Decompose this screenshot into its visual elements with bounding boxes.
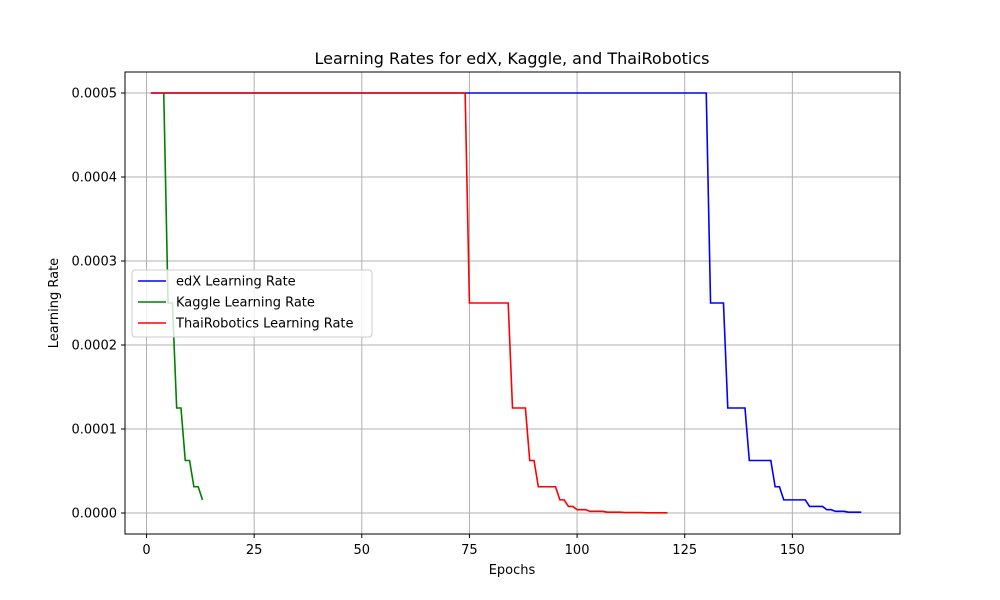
x-tick-label: 75 bbox=[461, 543, 478, 558]
x-axis-label: Epochs bbox=[489, 563, 536, 578]
x-tick-label: 0 bbox=[142, 543, 150, 558]
x-tick-label: 50 bbox=[354, 543, 371, 558]
y-tick-label: 0.0000 bbox=[72, 507, 118, 522]
series-line-1 bbox=[150, 92, 862, 513]
plot-frame bbox=[124, 71, 901, 535]
legend-label-1: edX Learning Rate bbox=[176, 275, 296, 290]
legend-label-2: Kaggle Learning Rate bbox=[176, 296, 315, 311]
y-tick-label: 0.0003 bbox=[72, 255, 118, 270]
x-tick-label: 100 bbox=[565, 543, 590, 558]
x-tick-label: 125 bbox=[672, 543, 697, 558]
x-tick-label: 25 bbox=[246, 543, 263, 558]
legend-label-3: ThaiRobotics Learning Rate bbox=[175, 317, 354, 332]
y-tick-label: 0.0002 bbox=[72, 339, 118, 354]
x-tick-label: 150 bbox=[780, 543, 805, 558]
legend-box bbox=[131, 269, 373, 338]
legend: edX Learning Rate Kaggle Learning Rate Tha… bbox=[131, 269, 373, 338]
y-tick-label: 0.0005 bbox=[72, 87, 118, 102]
x-axis: 0 25 50 75 100 125 150 bbox=[142, 534, 805, 558]
y-axis-label: Learning Rate bbox=[47, 258, 62, 348]
y-tick-label: 0.0004 bbox=[72, 171, 118, 186]
y-tick-label: 0.0001 bbox=[72, 423, 118, 438]
series-line-3 bbox=[150, 92, 668, 514]
chart-title: Learning Rates for edX, Kaggle, and Thai… bbox=[315, 49, 710, 68]
y-axis: 0.0000 0.0001 0.0002 0.0003 0.0004 0.0005 bbox=[72, 87, 125, 522]
